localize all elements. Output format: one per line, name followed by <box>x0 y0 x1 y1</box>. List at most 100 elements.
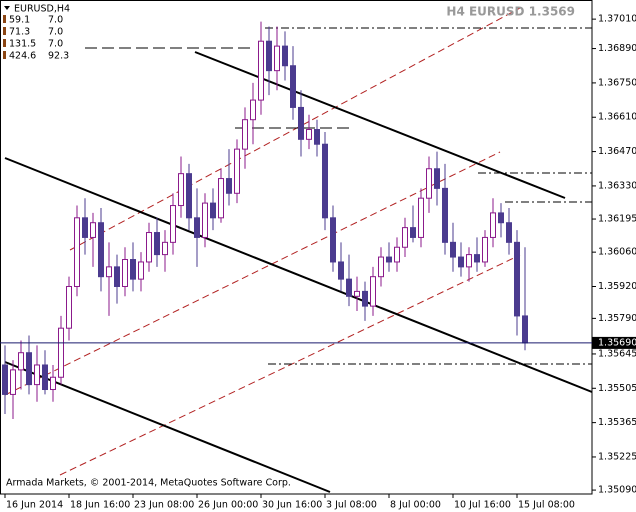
collapse-arrow <box>4 6 10 10</box>
candle-body <box>482 236 488 263</box>
channel-line <box>59 254 521 476</box>
symbol: EURUSD,H4 <box>14 4 70 15</box>
candle-body <box>370 276 376 307</box>
candle-body <box>402 227 408 248</box>
plot-frame <box>0 0 593 495</box>
candle-body <box>274 45 280 72</box>
candle-body <box>442 187 448 243</box>
candle-body <box>130 259 136 280</box>
y-tick-label: 1.36750 <box>598 77 636 88</box>
candle-body <box>506 222 512 243</box>
drawn-objects <box>4 7 593 493</box>
candle-body <box>138 261 144 280</box>
candle-body <box>58 327 64 378</box>
last-price-box <box>592 336 636 349</box>
candle-body <box>394 246 400 263</box>
candle-body <box>354 290 360 297</box>
candle-body <box>322 143 328 219</box>
info-panel: EURUSD,H4 <box>3 4 70 59</box>
candle-body <box>74 217 80 287</box>
info-value: 131.5 <box>9 39 36 50</box>
trend-line <box>4 361 331 493</box>
candle-body <box>266 40 272 72</box>
candle-body <box>218 178 224 219</box>
swatch <box>3 39 6 47</box>
copyright: Armada Markets, © 2001-2014, MetaQuotes … <box>6 478 291 489</box>
candle-body <box>18 352 24 371</box>
candle-body <box>418 197 424 238</box>
info-value: 424.6 <box>9 51 36 62</box>
y-tick-label: 1.36060 <box>598 247 636 258</box>
x-tick-label: 16 Jun 2014 <box>6 500 63 511</box>
chart-title: H4 EURUSD 1.3569 <box>446 5 575 19</box>
candle-body <box>162 241 168 256</box>
candle-body <box>386 256 392 263</box>
y-tick-label: 1.36610 <box>598 112 636 123</box>
candle-body <box>298 106 304 140</box>
candle-body <box>146 232 152 263</box>
x-tick-label: 10 Jul 16:00 <box>454 500 511 511</box>
candle-body <box>154 232 160 256</box>
candle-body <box>434 168 440 189</box>
x-tick-label: 23 Jun 08:00 <box>134 500 194 511</box>
last-price-label: 1.35690 <box>598 337 636 348</box>
candles <box>2 21 528 419</box>
candle-body <box>34 364 40 386</box>
candle-body <box>282 45 288 67</box>
y-tick-label: 1.36890 <box>598 43 636 54</box>
candle-body <box>194 217 200 238</box>
candle-body <box>338 261 344 280</box>
candle-body <box>114 266 120 287</box>
candle-body <box>450 241 456 258</box>
y-tick-label: 1.35920 <box>598 281 636 292</box>
info-value: 7.0 <box>48 15 63 26</box>
candle-body <box>258 40 264 101</box>
info-value: 71.3 <box>9 27 30 38</box>
candle-body <box>242 119 248 150</box>
candle-body <box>410 227 416 238</box>
x-tick-label: 3 Jul 08:00 <box>326 500 377 511</box>
candle-body <box>2 364 8 395</box>
candle-body <box>234 148 240 194</box>
trend-line <box>4 157 593 393</box>
y-tick-label: 1.35225 <box>598 451 636 462</box>
candle-body <box>466 254 472 268</box>
y-tick-label: 1.36330 <box>598 180 636 191</box>
y-tick-label: 1.36470 <box>598 146 636 157</box>
y-tick-label: 1.35365 <box>598 417 636 428</box>
trend-line <box>194 51 566 199</box>
candle-body <box>426 168 432 199</box>
x-tick-label: 26 Jun 00:00 <box>198 500 258 511</box>
swatch <box>3 15 6 23</box>
info-value: 7.0 <box>48 39 63 50</box>
channel-line <box>4 151 501 396</box>
candle-body <box>226 178 232 194</box>
y-tick-label: 1.36195 <box>598 214 636 225</box>
info-value: 7.0 <box>48 27 63 38</box>
candle-body <box>10 369 16 395</box>
candle-body <box>82 217 88 238</box>
candle-body <box>202 202 208 238</box>
candle-body <box>306 129 312 140</box>
y-tick-label: 1.37010 <box>598 14 636 25</box>
swatch <box>3 51 6 59</box>
x-tick-label: 8 Jul 00:00 <box>390 500 441 511</box>
candle-body <box>458 256 464 268</box>
y-tick-label: 1.35645 <box>598 348 636 359</box>
candle-body <box>66 285 72 329</box>
candle-body <box>362 290 368 307</box>
x-tick-label: 18 Jun 16:00 <box>70 500 130 511</box>
y-tick-label: 1.35790 <box>598 313 636 324</box>
swatch <box>3 27 6 35</box>
candle-body <box>98 222 104 278</box>
candle-body <box>514 241 520 317</box>
candle-body <box>490 212 496 238</box>
candle-body <box>42 364 48 391</box>
y-tick-label: 1.35090 <box>598 485 636 496</box>
candle-body <box>26 352 32 386</box>
candle-body <box>106 266 112 278</box>
candle-body <box>250 99 256 121</box>
candle-body <box>378 256 384 278</box>
